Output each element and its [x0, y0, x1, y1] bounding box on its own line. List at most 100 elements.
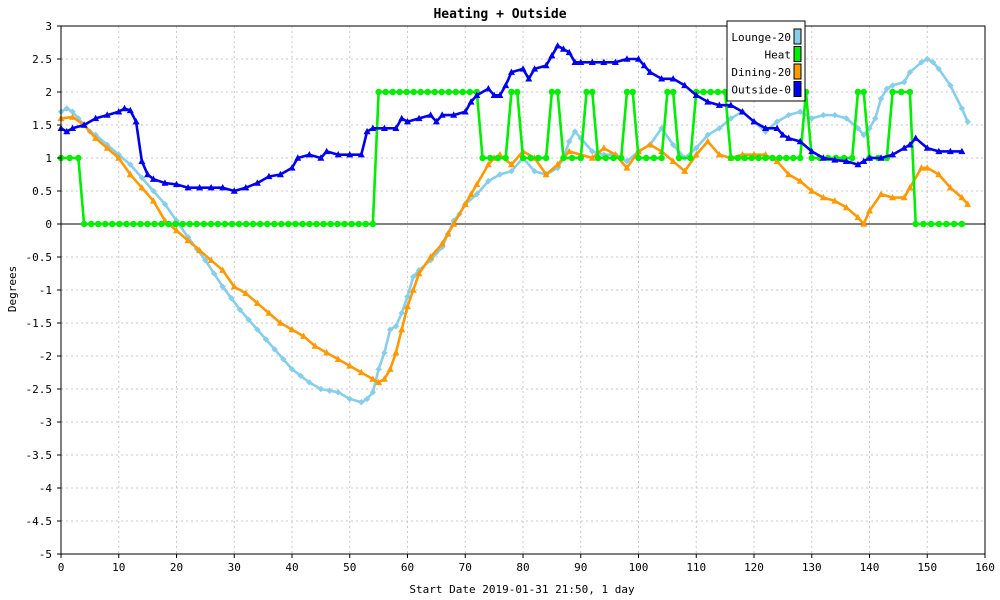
- legend: Lounge-20 Heat Dining-20 Outside-0: [726, 20, 806, 102]
- point-lounge-20: [906, 69, 914, 76]
- point-outside-0: [115, 108, 123, 115]
- point-outside-0: [467, 98, 475, 105]
- point-outside-0: [877, 154, 885, 161]
- point-outside-0: [276, 170, 284, 178]
- point-heat: [382, 88, 389, 96]
- point-dining-20: [184, 236, 192, 244]
- point-heat: [527, 154, 534, 162]
- point-heat: [186, 220, 193, 228]
- point-heat: [375, 88, 382, 96]
- point-lounge-20: [820, 111, 827, 119]
- point-dining-20: [906, 184, 914, 191]
- point-outside-0: [646, 68, 654, 75]
- y-tick-label: -2.5: [26, 383, 53, 396]
- point-dining-20: [253, 299, 261, 306]
- point-lounge-20: [785, 111, 792, 119]
- point-outside-0: [219, 184, 227, 191]
- point-lounge-20: [317, 385, 325, 393]
- point-heat: [783, 154, 790, 162]
- y-tick-label: 1.5: [32, 119, 52, 132]
- point-outside-0: [173, 180, 180, 188]
- point-outside-0: [912, 134, 920, 141]
- point-heat: [459, 88, 466, 96]
- point-outside-0: [554, 42, 562, 49]
- point-lounge-20: [727, 115, 735, 122]
- point-lounge-20: [271, 346, 278, 353]
- point-dining-20: [900, 193, 908, 201]
- point-heat: [535, 154, 542, 162]
- point-dining-20: [467, 190, 475, 197]
- point-heat: [658, 154, 665, 162]
- point-heat: [623, 88, 631, 96]
- point-lounge-20: [877, 95, 885, 102]
- point-lounge-20: [589, 148, 596, 155]
- point-outside-0: [658, 75, 666, 82]
- legend-swatch: [793, 63, 802, 80]
- point-lounge-20: [929, 59, 937, 66]
- point-heat: [271, 220, 278, 228]
- point-heat: [172, 220, 179, 228]
- point-heat: [635, 154, 642, 162]
- point-heat: [860, 88, 867, 96]
- point-heat: [452, 88, 459, 96]
- point-lounge-20: [381, 349, 388, 356]
- point-lounge-20: [918, 59, 925, 66]
- point-lounge-20: [658, 125, 665, 132]
- point-lounge-20: [375, 366, 382, 373]
- point-heat: [560, 154, 567, 162]
- point-dining-20: [681, 167, 689, 174]
- point-dining-20: [409, 286, 417, 293]
- point-dining-20: [219, 266, 227, 273]
- point-heat: [313, 220, 320, 228]
- point-heat: [542, 154, 550, 162]
- point-outside-0: [923, 144, 931, 151]
- point-outside-0: [230, 187, 238, 194]
- point-outside-0: [906, 141, 914, 148]
- point-lounge-20: [964, 118, 971, 125]
- point-dining-20: [265, 309, 273, 316]
- point-lounge-20: [363, 395, 371, 403]
- point-heat: [675, 154, 683, 162]
- point-outside-0: [860, 157, 868, 164]
- y-tick-label: -2: [39, 350, 52, 363]
- point-lounge-20: [358, 399, 365, 406]
- point-outside-0: [207, 184, 215, 191]
- x-tick-label: 10: [112, 561, 125, 574]
- point-lounge-20: [410, 273, 417, 280]
- series-outside-0: [57, 42, 966, 194]
- point-heat: [727, 154, 735, 162]
- point-outside-0: [946, 147, 954, 155]
- point-heat: [487, 154, 494, 162]
- point-outside-0: [196, 184, 204, 191]
- point-lounge-20: [150, 187, 157, 195]
- x-tick-label: 90: [574, 561, 587, 574]
- point-dining-20: [796, 177, 804, 184]
- point-lounge-20: [508, 168, 515, 175]
- y-tick-label: -0.5: [26, 251, 53, 264]
- point-heat: [299, 220, 306, 228]
- point-outside-0: [819, 154, 827, 161]
- point-heat: [466, 88, 473, 96]
- point-heat: [707, 88, 714, 96]
- point-outside-0: [502, 81, 510, 89]
- point-lounge-20: [369, 389, 377, 396]
- point-dining-20: [773, 157, 781, 164]
- point-heat: [235, 220, 243, 228]
- point-dining-20: [600, 144, 608, 151]
- point-heat: [594, 154, 602, 162]
- point-outside-0: [738, 108, 746, 115]
- point-heat: [410, 88, 417, 96]
- point-outside-0: [750, 118, 758, 125]
- point-dining-20: [623, 164, 631, 171]
- point-heat: [602, 154, 609, 162]
- point-lounge-20: [326, 387, 333, 394]
- point-lounge-20: [236, 306, 244, 313]
- point-outside-0: [404, 118, 411, 125]
- point-outside-0: [450, 111, 458, 118]
- point-heat: [898, 88, 905, 96]
- point-heat: [348, 220, 355, 228]
- point-outside-0: [808, 147, 816, 155]
- point-outside-0: [866, 154, 873, 161]
- point-heat: [629, 88, 636, 96]
- point-lounge-20: [288, 366, 296, 373]
